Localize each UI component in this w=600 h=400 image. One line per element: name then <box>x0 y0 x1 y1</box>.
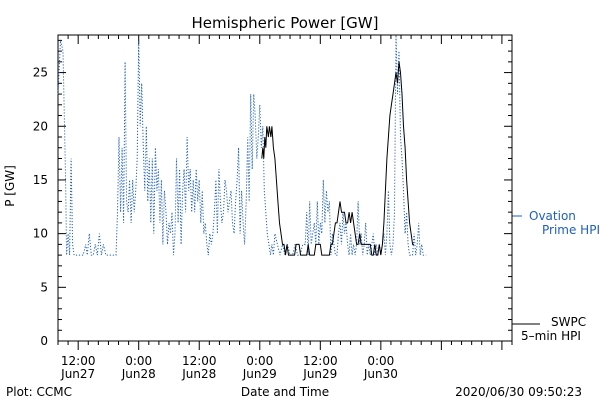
y-tick-label: 20 <box>33 119 48 133</box>
y-axis-label: P [GW] <box>3 165 17 207</box>
series-swpc-line <box>261 61 415 256</box>
plot-frame <box>57 34 513 342</box>
y-tick-label: 5 <box>40 280 48 294</box>
y-tick-label: 15 <box>33 173 48 187</box>
legend-swpc-line1: SWPC <box>551 315 586 329</box>
x-tick-date-label: Jun30 <box>363 367 398 381</box>
x-tick-date-label: Jun27 <box>60 367 95 381</box>
chart-title: Hemispheric Power [GW] <box>192 14 379 32</box>
timestamp: 2020/06/30 09:50:23 <box>455 385 582 399</box>
x-tick-time-label: 0:00 <box>246 354 273 368</box>
x-tick-time-label: 12:00 <box>182 354 217 368</box>
y-tick-label: 10 <box>33 227 48 241</box>
x-tick-date-label: Jun28 <box>181 367 216 381</box>
series-ovation-line <box>57 34 427 256</box>
legend-ovation-line1: Ovation <box>529 209 576 223</box>
x-tick-date-label: Jun28 <box>121 367 156 381</box>
legend-swpc-line2: 5–min HPI <box>521 329 581 343</box>
x-axis-label: Date and Time <box>241 385 329 399</box>
x-tick-date-label: Jun29 <box>302 367 337 381</box>
plot-credit: Plot: CCMC <box>6 385 72 399</box>
x-tick-time-label: 12:00 <box>61 354 96 368</box>
y-tick-label: 0 <box>40 334 48 348</box>
x-tick-date-label: Jun29 <box>242 367 277 381</box>
x-tick-time-label: 0:00 <box>125 354 152 368</box>
x-tick-time-label: 12:00 <box>303 354 338 368</box>
x-tick-time-label: 0:00 <box>367 354 394 368</box>
y-tick-label: 25 <box>33 66 48 80</box>
legend-ovation-line2: Prime HPI <box>542 223 600 237</box>
plot-area: 051015202512:00Jun270:00Jun2812:00Jun280… <box>33 34 513 381</box>
